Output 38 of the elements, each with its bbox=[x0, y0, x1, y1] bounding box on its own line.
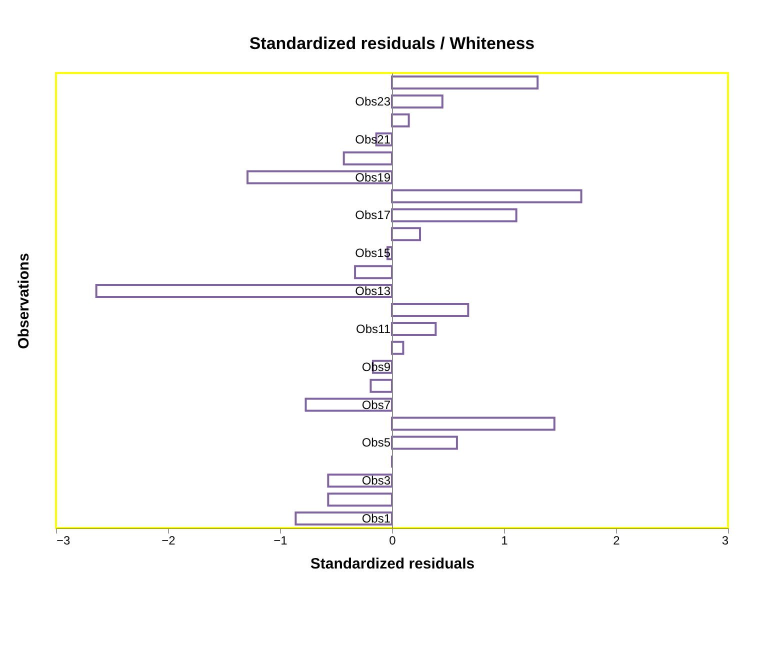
y-tick-label: Obs3 bbox=[362, 474, 391, 488]
bar bbox=[246, 170, 393, 184]
chart-title: Standardized residuals / Whiteness bbox=[249, 34, 535, 53]
y-tick-label: Obs13 bbox=[355, 284, 391, 298]
bar bbox=[391, 208, 518, 222]
y-axis-title: Observations bbox=[16, 253, 32, 349]
bar bbox=[391, 416, 556, 431]
x-axis-title: Standardized residuals bbox=[310, 556, 475, 572]
y-tick-label: Obs11 bbox=[356, 322, 391, 336]
bar bbox=[354, 265, 393, 280]
bar bbox=[391, 436, 458, 450]
bar bbox=[95, 284, 393, 298]
y-tick-label: Obs1 bbox=[362, 512, 391, 526]
bar bbox=[391, 189, 582, 204]
y-tick-label: Obs23 bbox=[355, 94, 391, 108]
x-tick-label: 2 bbox=[613, 534, 620, 548]
x-tick-label: 3 bbox=[722, 534, 729, 548]
y-tick-label: Obs17 bbox=[355, 208, 391, 222]
bar bbox=[391, 302, 470, 317]
x-tick-label: 0 bbox=[389, 534, 396, 548]
bar bbox=[294, 512, 393, 526]
x-tick-label: 1 bbox=[501, 534, 508, 548]
x-tick-label: −2 bbox=[162, 534, 176, 548]
bar bbox=[391, 75, 539, 90]
x-tick-label: −3 bbox=[56, 534, 71, 548]
y-tick-label: Obs7 bbox=[362, 398, 391, 412]
bar bbox=[391, 227, 421, 242]
bar bbox=[370, 378, 393, 393]
bar bbox=[391, 94, 444, 108]
bar bbox=[391, 340, 404, 355]
y-tick-label: Obs19 bbox=[355, 170, 391, 184]
x-tick-label: −1 bbox=[274, 534, 288, 548]
bar bbox=[391, 113, 410, 128]
bar bbox=[391, 322, 437, 336]
bar bbox=[342, 151, 393, 166]
y-tick-label: Obs5 bbox=[362, 436, 391, 450]
bar bbox=[304, 398, 393, 412]
bar bbox=[327, 492, 393, 507]
